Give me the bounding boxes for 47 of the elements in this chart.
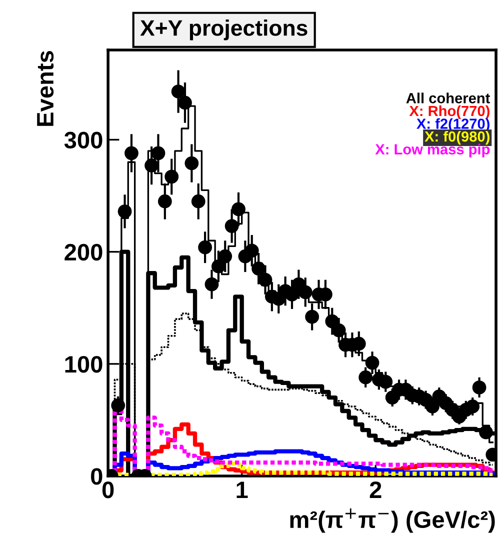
point [111,398,126,412]
point [191,194,206,208]
text: X: f0(980) [424,130,490,145]
point [144,158,158,172]
point [204,277,219,292]
point [124,146,138,160]
point [211,259,226,274]
point [332,323,346,338]
point [325,314,340,328]
text: X: f2(1270) [416,118,490,132]
point [178,96,192,110]
y-tick-label: 300 [64,132,102,149]
point [258,272,272,287]
point [479,425,493,440]
point [171,84,186,98]
point [224,219,239,233]
point [358,370,373,384]
point [151,146,166,160]
point [378,374,393,389]
point [285,287,299,302]
x-tick-label: 2 [370,481,382,498]
text: X: Low mass pip [375,144,490,158]
point [218,249,232,264]
point [305,310,320,324]
point [198,240,212,254]
point [118,204,132,218]
x-tick-label: 0 [102,481,114,498]
text: All coherent [406,92,490,104]
point [164,170,179,184]
x-axis-title: m²(π$^{+}$π$^{−}$) (GeV/c²) [290,508,495,533]
text: X: Rho(770) [409,105,490,120]
point [365,356,380,370]
point [244,244,259,258]
y-tick-label: 100 [65,356,102,373]
point [158,194,172,208]
y-tick-label: 200 [64,244,102,261]
chart-title: X+Y projections [140,20,308,40]
point [252,262,266,276]
point [426,400,440,414]
x-tick-label: 1 [236,482,248,498]
point [232,202,246,216]
y-tick-label: 0 [91,468,102,485]
point [184,156,199,170]
point [472,380,486,394]
y-axis-title: Events [37,51,54,126]
point [298,285,312,300]
point [466,400,480,414]
